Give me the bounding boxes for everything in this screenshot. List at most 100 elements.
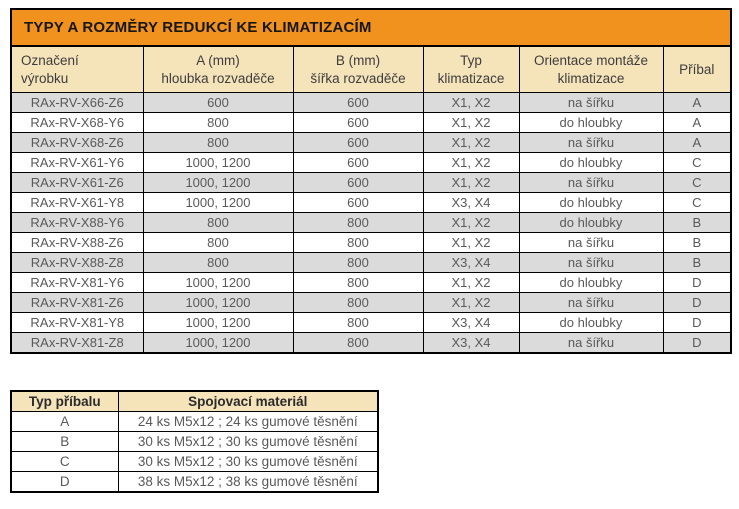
table-cell: X3, X4	[422, 312, 520, 334]
table-cell: X3, X4	[422, 252, 520, 274]
column-header-pack-type: Typ příbalu	[10, 390, 119, 413]
table-cell: 1000, 1200	[142, 332, 294, 354]
table-cell: D	[662, 312, 732, 334]
accessory-table-row: C 30 ks M5x12 ; 30 ks gumové těsnění	[10, 451, 379, 473]
table-row: RAx-RV-X68-Y6 800 600 X1, X2 do hloubky A	[10, 112, 732, 134]
table-cell: 800	[292, 232, 424, 254]
table-cell: 800	[292, 272, 424, 294]
table-cell: D	[662, 332, 732, 354]
table-cell: na šířku	[518, 292, 664, 314]
table-cell: X1, X2	[422, 232, 520, 254]
main-table-header-row: Označení výrobku A (mm) hloubka rozvaděč…	[10, 45, 732, 94]
table-cell: A	[662, 112, 732, 134]
table-cell: 1000, 1200	[142, 272, 294, 294]
table-row: RAx-RV-X88-Z6 800 800 X1, X2 na šířku B	[10, 232, 732, 254]
table-cell: C	[10, 451, 119, 473]
table-cell: do hloubky	[518, 152, 664, 174]
table-cell: A	[662, 92, 732, 114]
table-row: RAx-RV-X68-Z6 800 600 X1, X2 na šířku A	[10, 132, 732, 154]
table-row: RAx-RV-X61-Y6 1000, 1200 600 X1, X2 do hloub…	[10, 152, 732, 174]
column-header-mount-orientation: Orientace montáže klimatizace	[518, 45, 664, 94]
table-cell: 24 ks M5x12 ; 24 ks gumové těsnění	[117, 411, 379, 433]
column-header-product-designation: Označení výrobku	[10, 45, 144, 94]
table-cell: RAx-RV-X88-Z6	[10, 232, 144, 254]
table-cell: 800	[142, 252, 294, 274]
table-cell: RAx-RV-X61-Z6	[10, 172, 144, 194]
table-cell: 1000, 1200	[142, 152, 294, 174]
column-header-depth-a: A (mm) hloubka rozvaděče	[142, 45, 294, 94]
page-title: TYPY A ROZMĚRY REDUKCÍ KE KLIMATIZACÍM	[9, 8, 733, 47]
table-cell: 800	[292, 292, 424, 314]
table-row: RAx-RV-X88-Z8 800 800 X3, X4 na šířku B	[10, 252, 732, 274]
table-row: RAx-RV-X61-Z6 1000, 1200 600 X1, X2 na šířku…	[10, 172, 732, 194]
table-cell: RAx-RV-X68-Y6	[10, 112, 144, 134]
table-cell: do hloubky	[518, 192, 664, 214]
table-cell: X1, X2	[422, 172, 520, 194]
table-cell: RAx-RV-X66-Z6	[10, 92, 144, 114]
table-cell: D	[662, 292, 732, 314]
table-cell: C	[662, 192, 732, 214]
table-cell: 30 ks M5x12 ; 30 ks gumové těsnění	[117, 431, 379, 453]
table-cell: 1000, 1200	[142, 312, 294, 334]
table-row: RAx-RV-X81-Y6 1000, 1200 800 X1, X2 do hloub…	[10, 272, 732, 294]
table-cell: X1, X2	[422, 272, 520, 294]
table-row: RAx-RV-X88-Y6 800 800 X1, X2 do hloubky B	[10, 212, 732, 234]
column-header-ac-type: Typ klimatizace	[422, 45, 520, 94]
table-cell: RAx-RV-X88-Y6	[10, 212, 144, 234]
table-cell: RAx-RV-X88-Z8	[10, 252, 144, 274]
table-cell: RAx-RV-X81-Y8	[10, 312, 144, 334]
table-cell: 30 ks M5x12 ; 30 ks gumové těsnění	[117, 451, 379, 473]
table-cell: 600	[292, 152, 424, 174]
table-cell: D	[662, 272, 732, 294]
column-header-width-b: B (mm) šířka rozvaděče	[292, 45, 424, 94]
table-cell: 800	[292, 332, 424, 354]
table-cell: X1, X2	[422, 212, 520, 234]
table-row: RAx-RV-X81-Z6 1000, 1200 800 X1, X2 na šířku…	[10, 292, 732, 314]
table-cell: do hloubky	[518, 312, 664, 334]
table-cell: do hloubky	[518, 212, 664, 234]
table-cell: D	[10, 471, 119, 493]
table-cell: X1, X2	[422, 152, 520, 174]
table-row: RAx-RV-X81-Z8 1000, 1200 800 X3, X4 na šířku…	[10, 332, 732, 354]
accessory-table-row: B 30 ks M5x12 ; 30 ks gumové těsnění	[10, 431, 379, 453]
accessory-table-row: A 24 ks M5x12 ; 24 ks gumové těsnění	[10, 411, 379, 433]
table-cell: 800	[142, 112, 294, 134]
table-cell: X1, X2	[422, 112, 520, 134]
table-row: RAx-RV-X61-Y8 1000, 1200 600 X3, X4 do hloub…	[10, 192, 732, 214]
table-cell: na šířku	[518, 232, 664, 254]
table-cell: X1, X2	[422, 132, 520, 154]
table-cell: B	[662, 212, 732, 234]
table-cell: 600	[292, 172, 424, 194]
table-cell: 800	[142, 232, 294, 254]
table-cell: do hloubky	[518, 112, 664, 134]
table-cell: RAx-RV-X61-Y8	[10, 192, 144, 214]
table-cell: A	[662, 132, 732, 154]
table-cell: C	[662, 172, 732, 194]
table-cell: 800	[292, 252, 424, 274]
table-cell: do hloubky	[518, 272, 664, 294]
main-table: TYPY A ROZMĚRY REDUKCÍ KE KLIMATIZACÍM O…	[9, 8, 733, 355]
table-cell: 600	[292, 132, 424, 154]
table-cell: RAx-RV-X81-Z6	[10, 292, 144, 314]
table-cell: 600	[292, 112, 424, 134]
table-cell: 600	[292, 192, 424, 214]
accessory-table-row: D 38 ks M5x12 ; 38 ks gumové těsnění	[10, 471, 379, 493]
table-row: RAx-RV-X81-Y8 1000, 1200 800 X3, X4 do hloub…	[10, 312, 732, 334]
accessory-table-header-row: Typ příbalu Spojovací materiál	[10, 390, 379, 413]
table-cell: C	[662, 152, 732, 174]
table-cell: X1, X2	[422, 92, 520, 114]
table-cell: B	[10, 431, 119, 453]
table-cell: 600	[142, 92, 294, 114]
column-header-accessory-pack: Příbal	[662, 45, 732, 94]
table-cell: RAx-RV-X61-Y6	[10, 152, 144, 174]
table-cell: na šířku	[518, 92, 664, 114]
table-cell: X1, X2	[422, 292, 520, 314]
table-cell: 1000, 1200	[142, 172, 294, 194]
table-cell: 800	[142, 212, 294, 234]
title-row: TYPY A ROZMĚRY REDUKCÍ KE KLIMATIZACÍM	[9, 8, 733, 47]
table-cell: na šířku	[518, 132, 664, 154]
table-cell: RAx-RV-X68-Z6	[10, 132, 144, 154]
table-cell: 1000, 1200	[142, 292, 294, 314]
table-cell: na šířku	[518, 332, 664, 354]
